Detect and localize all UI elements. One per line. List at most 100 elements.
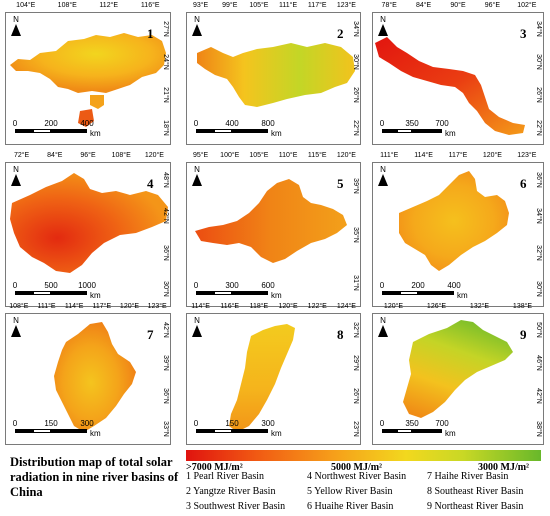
latitude-tick-label: 18°N <box>162 120 169 137</box>
scale-bar-segments <box>15 291 107 295</box>
north-arrow-icon: N <box>190 16 204 36</box>
longitude-tick-label: 120°E <box>144 152 164 159</box>
longitude-tick-label: 104°E <box>16 2 36 9</box>
scale-label: 0 <box>193 281 199 290</box>
longitude-tick-label: 111°E <box>279 2 298 9</box>
legend-low-label: 3000 MJ/m² <box>478 462 530 473</box>
map-panel-huaihe <box>372 162 544 307</box>
panel-number: 7 <box>147 327 154 342</box>
basin-map-huaihe <box>399 171 509 271</box>
basin-map-pearl <box>10 33 166 127</box>
latitude-tick-label: 35°N <box>352 226 359 243</box>
north-arrow-head-icon <box>192 24 202 36</box>
latitude-tick-label: 34°N <box>535 20 542 37</box>
latitude-tick-label: 30°N <box>352 54 359 70</box>
basin-map-southeast <box>229 324 295 432</box>
scale-bar: 0 150 300 km <box>12 419 107 438</box>
panel-number: 9 <box>520 327 527 342</box>
longitude-tick-label: 93°E <box>192 2 209 9</box>
scale-label: 700 <box>435 119 449 128</box>
scale-label: 300 <box>80 419 94 428</box>
basin-legend-item: 6 Huaihe River Basin <box>307 501 394 512</box>
scale-label: 0 <box>193 119 199 128</box>
latitude-ticks: 39°N 35°N 31°N <box>351 162 360 307</box>
north-arrow-icon: N <box>190 166 204 186</box>
longitude-ticks: 104°E 108°E 112°E 116°E <box>5 2 171 11</box>
scale-label: 350 <box>405 119 419 128</box>
map-panel-pearl <box>5 12 171 145</box>
longitude-tick-label: 111°E <box>37 303 56 310</box>
scale-bar: 0 200 400 km <box>12 119 107 138</box>
longitude-tick-label: 116°E <box>220 303 240 310</box>
scale-label: 0 <box>12 119 18 128</box>
basin-legend-item: 3 Southwest River Basin <box>186 501 286 512</box>
north-letter: N <box>13 165 19 174</box>
basin-legend-item: 7 Haihe River Basin <box>427 471 509 482</box>
latitude-ticks: 27°N 24°N 21°N 18°N <box>161 12 170 145</box>
basin-legend-item: 2 Yangtze River Basin <box>186 486 276 497</box>
latitude-ticks: 34°N 30°N 26°N 22°N <box>351 12 360 145</box>
scale-bar-segments <box>196 291 288 295</box>
longitude-tick-label: 122°E <box>307 303 327 310</box>
scale-label: 800 <box>261 119 275 128</box>
scale-unit: km <box>90 129 101 138</box>
longitude-tick-label: 117°E <box>92 303 112 310</box>
scale-bar-segments <box>382 129 462 133</box>
longitude-tick-label: 114°E <box>414 152 433 159</box>
scale-unit: km <box>445 429 456 438</box>
latitude-tick-label: 32°N <box>535 244 542 261</box>
scale-label: 500 <box>44 281 58 290</box>
scale-label: 150 <box>44 419 58 428</box>
scale-bar: 0 400 800 km <box>193 119 288 138</box>
panel-number: 4 <box>147 176 154 191</box>
longitude-tick-label: 110°E <box>278 152 298 159</box>
latitude-ticks: 34°N 30°N 26°N 22°N <box>534 12 543 145</box>
latitude-tick-label: 30°N <box>535 281 542 297</box>
latitude-tick-label: 32°N <box>352 321 359 338</box>
map-panel-yellow <box>186 162 361 307</box>
scale-bar: 0 500 1000 km <box>12 281 107 300</box>
scale-label: 0 <box>12 419 18 428</box>
scale-label: 0 <box>379 281 385 290</box>
scale-label: 350 <box>405 419 419 428</box>
scale-bar: 0 300 600 km <box>193 281 288 300</box>
scale-label: 0 <box>379 419 385 428</box>
longitude-tick-label: 108°E <box>57 2 77 9</box>
longitude-tick-label: 115°E <box>307 152 327 159</box>
panel-number: 5 <box>337 176 344 191</box>
longitude-ticks: 120°E 126°E 132°E 138°E <box>372 303 544 312</box>
latitude-tick-label: 34°N <box>535 208 542 225</box>
latitude-tick-label: 33°N <box>162 420 169 437</box>
longitude-tick-label: 117°E <box>448 152 468 159</box>
north-letter: N <box>13 316 19 325</box>
longitude-tick-label: 123°E <box>147 303 167 310</box>
longitude-tick-label: 114°E <box>191 303 210 310</box>
basin-legend-item: 8 Southeast River Basin <box>427 486 524 497</box>
latitude-tick-label: 42°N <box>162 321 169 338</box>
scale-label: 0 <box>12 281 18 290</box>
longitude-tick-label: 120°E <box>482 152 502 159</box>
longitude-ticks: 111°E 114°E 117°E 120°E 123°E <box>372 152 544 161</box>
longitude-tick-label: 96°E <box>484 2 501 9</box>
latitude-tick-label: 23°N <box>352 420 359 437</box>
longitude-tick-label: 120°E <box>336 152 356 159</box>
longitude-tick-label: 120°E <box>119 303 140 310</box>
latitude-tick-label: 30°N <box>162 281 169 297</box>
north-letter: N <box>194 165 200 174</box>
scale-bar-segments <box>15 429 107 433</box>
legend-color-ramp <box>186 450 541 461</box>
scale-label: 600 <box>261 281 275 290</box>
latitude-tick-label: 27°N <box>162 20 169 37</box>
scale-label: 200 <box>44 119 58 128</box>
longitude-ticks: 95°E 100°E 105°E 110°E 115°E 120°E <box>186 152 361 161</box>
north-arrow-icon: N <box>376 16 390 36</box>
basin-map-yangtze <box>197 43 355 107</box>
scale-label: 300 <box>261 419 275 428</box>
north-letter: N <box>380 165 386 174</box>
scale-bar-segments <box>196 129 288 133</box>
longitude-tick-label: 108°E <box>111 152 131 159</box>
longitude-tick-label: 95°E <box>192 152 209 159</box>
longitude-tick-label: 99°E <box>222 2 238 9</box>
longitude-tick-label: 105°E <box>249 2 269 9</box>
latitude-tick-label: 42°N <box>162 208 169 225</box>
